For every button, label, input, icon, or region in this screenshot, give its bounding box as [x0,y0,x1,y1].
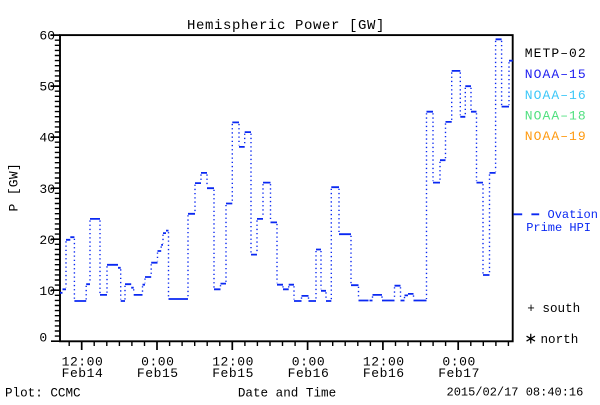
svg-text:40: 40 [39,131,55,146]
svg-text:60: 60 [39,29,55,44]
svg-text:METP–02: METP–02 [525,46,587,61]
svg-text:2015/02/17 08:40:16: 2015/02/17 08:40:16 [447,386,584,400]
svg-text:Feb16: Feb16 [363,366,405,381]
svg-text:Feb15: Feb15 [212,366,254,381]
svg-text:NOAA–18: NOAA–18 [525,109,587,124]
svg-text:Feb16: Feb16 [288,366,330,381]
svg-text:∗: ∗ [524,330,537,348]
svg-text:12:00: 12:00 [62,355,104,370]
svg-text:12:00: 12:00 [212,355,254,370]
svg-text:Feb15: Feb15 [137,366,179,381]
svg-text:0:00: 0:00 [442,355,475,370]
svg-text:+ south: + south [527,302,580,316]
svg-text:NOAA–19: NOAA–19 [525,129,587,144]
svg-text:Plot: CCMC: Plot: CCMC [5,387,81,401]
svg-text:Hemispheric Power [GW]: Hemispheric Power [GW] [187,18,385,34]
svg-text:Feb14: Feb14 [62,366,104,381]
svg-text:P [GW]: P [GW] [7,163,22,212]
svg-text:12:00: 12:00 [363,355,405,370]
svg-text:10: 10 [39,284,55,299]
svg-text:50: 50 [39,80,55,95]
svg-text:Ovation: Ovation [548,208,598,222]
svg-text:0:00: 0:00 [292,355,325,370]
svg-text:0: 0 [39,331,47,346]
svg-text:Prime HPI: Prime HPI [526,221,591,235]
svg-text:30: 30 [39,182,55,197]
svg-text:20: 20 [39,233,55,248]
svg-text:NOAA–16: NOAA–16 [525,88,587,103]
svg-text:NOAA–15: NOAA–15 [525,67,587,82]
svg-text:Feb17: Feb17 [438,366,480,381]
svg-text:north: north [541,333,579,347]
svg-text:0:00: 0:00 [141,355,174,370]
svg-text:Date and Time: Date and Time [238,387,336,401]
